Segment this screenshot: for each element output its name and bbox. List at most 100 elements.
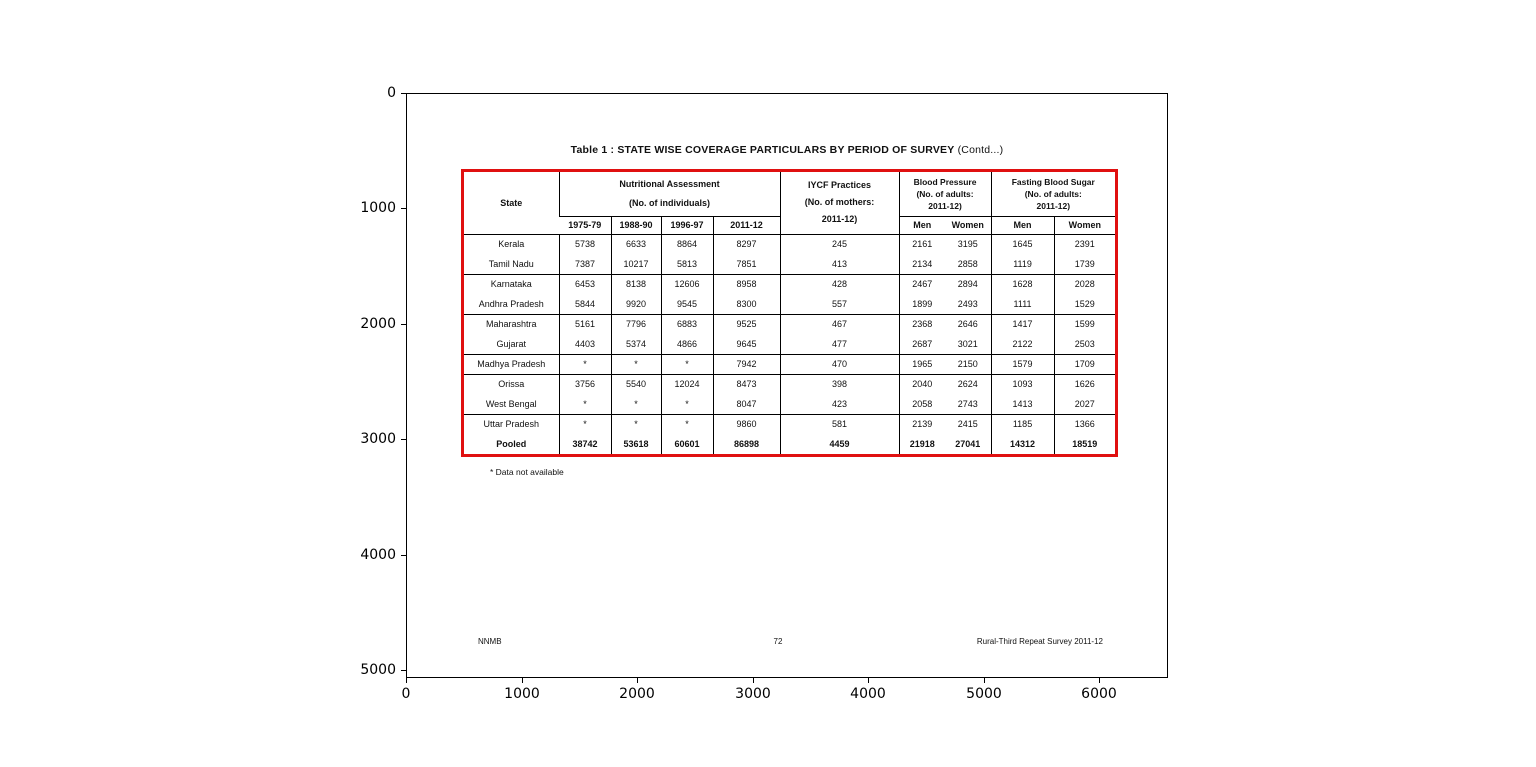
x-axis-tick-label: 6000 <box>1081 686 1117 702</box>
table-row: Gujarat 4403 5374 4866 9645 477 2687 302… <box>464 334 1116 355</box>
value-cell-1975-79: 7387 <box>558 254 611 275</box>
value-cell-1988-90: 5374 <box>610 334 661 355</box>
value-cell-fbs-women: 2027 <box>1053 394 1116 415</box>
state-cell: Kerala <box>498 239 525 250</box>
value-cell-fbs-women: 1739 <box>1053 254 1116 275</box>
x-axis-tick-label: 3000 <box>735 686 771 702</box>
value-cell-fbs-men: 1417 <box>990 314 1055 334</box>
state-cell: Uttar Pradesh <box>483 419 540 430</box>
state-cell: Tamil Nadu <box>464 254 559 275</box>
value-cell-bp-women: 2493 <box>945 294 992 315</box>
value-cell-1975-79: 6453 <box>558 274 611 294</box>
value-cell-1988-90: 8138 <box>610 274 661 294</box>
header-year: 1975-79 <box>559 216 611 235</box>
header-bp-men: Men <box>898 216 946 235</box>
value-cell-bp-women: 2858 <box>945 254 992 275</box>
header-nutritional-assessment: Nutritional Assessment (No. of individua… <box>558 172 781 217</box>
value-cell-2011-12: 86898 <box>712 434 781 454</box>
x-tick-mark <box>984 678 985 683</box>
state-cell: Orissa <box>498 379 525 390</box>
value-cell-bp-women: 2743 <box>945 394 992 415</box>
value-cell-fbs-women: 2503 <box>1053 334 1116 355</box>
value-cell-fbs-men: 14312 <box>990 434 1055 454</box>
state-cell: Gujarat <box>464 334 559 355</box>
table-row: Uttar Pradesh * * * 9860 581 2139 2415 1… <box>464 414 1116 434</box>
header-year: 1996-97 <box>660 216 713 235</box>
value-cell-iycf: 477 <box>779 334 900 355</box>
x-axis-tick-label: 0 <box>401 686 411 702</box>
value-cell-iycf: 245 <box>779 234 900 254</box>
y-tick-mark <box>401 208 406 209</box>
value-cell-1975-79: * <box>558 394 611 415</box>
value-cell-iycf: 4459 <box>779 434 900 454</box>
x-tick-mark <box>406 678 407 683</box>
y-axis-tick-label: 3000 <box>360 431 396 447</box>
y-tick-mark <box>401 439 406 440</box>
x-tick-mark <box>753 678 754 683</box>
table-footnote: * Data not available <box>490 467 564 477</box>
document-title-text: Table 1 : STATE WISE COVERAGE PARTICULAR… <box>570 144 955 156</box>
y-axis-tick-label: 0 <box>387 85 396 101</box>
value-cell-2011-12: 8300 <box>712 294 781 315</box>
table-row: Andhra Pradesh 5844 9920 9545 8300 557 1… <box>464 294 1116 315</box>
x-tick-mark <box>637 678 638 683</box>
value-cell-1975-79: * <box>558 354 611 375</box>
value-cell-1996-97: 5813 <box>660 254 713 275</box>
value-cell-1988-90: 9920 <box>610 294 661 315</box>
y-tick-mark <box>401 93 406 94</box>
value-cell-bp-women: 2646 <box>957 319 978 330</box>
x-axis-tick-label: 2000 <box>619 686 655 702</box>
value-cell-1975-79: 5738 <box>558 234 611 254</box>
value-cell-bp-men: 2058 <box>898 394 946 415</box>
header-line: (No. of adults: <box>916 188 974 199</box>
table-row: Karnataka 6453 8138 12606 8958 428 2467 … <box>464 274 1116 294</box>
value-cell-fbs-men: 1579 <box>990 354 1055 375</box>
value-cell-fbs-men: 2122 <box>990 334 1055 355</box>
page-footer-org: NNMB <box>478 637 502 646</box>
table-row: Kerala 5738 6633 8864 8297 245 2161 3195… <box>464 234 1116 254</box>
value-cell-fbs-men: 1111 <box>990 294 1055 315</box>
x-axis-tick-label: 1000 <box>504 686 540 702</box>
header-line: IYCF Practices <box>808 180 872 191</box>
table-row: Orissa 3756 5540 12024 8473 398 2040 262… <box>464 374 1116 394</box>
state-cell: Madhya Pradesh <box>464 354 559 375</box>
x-tick-mark <box>1099 678 1100 683</box>
state-cell: Andhra Pradesh <box>464 294 559 315</box>
value-cell-iycf: 557 <box>779 294 900 315</box>
value-cell-2011-12: 8473 <box>712 374 781 394</box>
value-cell-bp-women: 27041 <box>955 439 981 449</box>
document-title: Table 1 : STATE WISE COVERAGE PARTICULAR… <box>407 144 1167 156</box>
value-cell-fbs-women: 2391 <box>1053 234 1116 254</box>
header-line: Blood Pressure <box>913 176 977 187</box>
y-tick-mark <box>401 324 406 325</box>
value-cell-bp-women: 3021 <box>945 334 992 355</box>
value-cell-2011-12: 9860 <box>712 414 781 434</box>
value-cell-bp-men: 2134 <box>898 254 946 275</box>
value-cell-iycf: 428 <box>779 274 900 294</box>
table-row: Maharashtra 5161 7796 6883 9525 467 2368… <box>464 314 1116 334</box>
header-year: 2011-12 <box>712 216 781 235</box>
value-cell-fbs-men: 1093 <box>990 374 1055 394</box>
x-axis-tick-label: 4000 <box>850 686 886 702</box>
value-cell-1988-90: * <box>610 394 661 415</box>
value-cell-bp-women: 3195 <box>957 239 978 250</box>
value-cell-fbs-men: 1645 <box>990 234 1055 254</box>
value-cell-1975-79: 3756 <box>558 374 611 394</box>
value-cell-fbs-men: 1185 <box>990 414 1055 434</box>
value-cell-iycf: 467 <box>779 314 900 334</box>
value-cell-bp-men: 2368 <box>898 314 946 334</box>
header-iycf: IYCF Practices (No. of mothers: 2011-12) <box>779 172 900 235</box>
header-state: State <box>464 172 559 235</box>
value-cell-fbs-women: 1599 <box>1053 314 1116 334</box>
y-axis-tick-label: 5000 <box>360 662 396 678</box>
header-fbs-women: Women <box>1053 216 1116 235</box>
header-fasting-blood-sugar: Fasting Blood Sugar (No. of adults: 2011… <box>990 172 1116 217</box>
plot-area: Table 1 : STATE WISE COVERAGE PARTICULAR… <box>406 93 1168 678</box>
header-line: (No. of individuals) <box>629 197 710 208</box>
value-cell-1996-97: 60601 <box>660 434 713 454</box>
value-cell-1988-90: 5540 <box>610 374 661 394</box>
value-cell-1996-97: 4866 <box>660 334 713 355</box>
value-cell-1996-97: * <box>660 414 713 434</box>
y-tick-mark <box>401 670 406 671</box>
